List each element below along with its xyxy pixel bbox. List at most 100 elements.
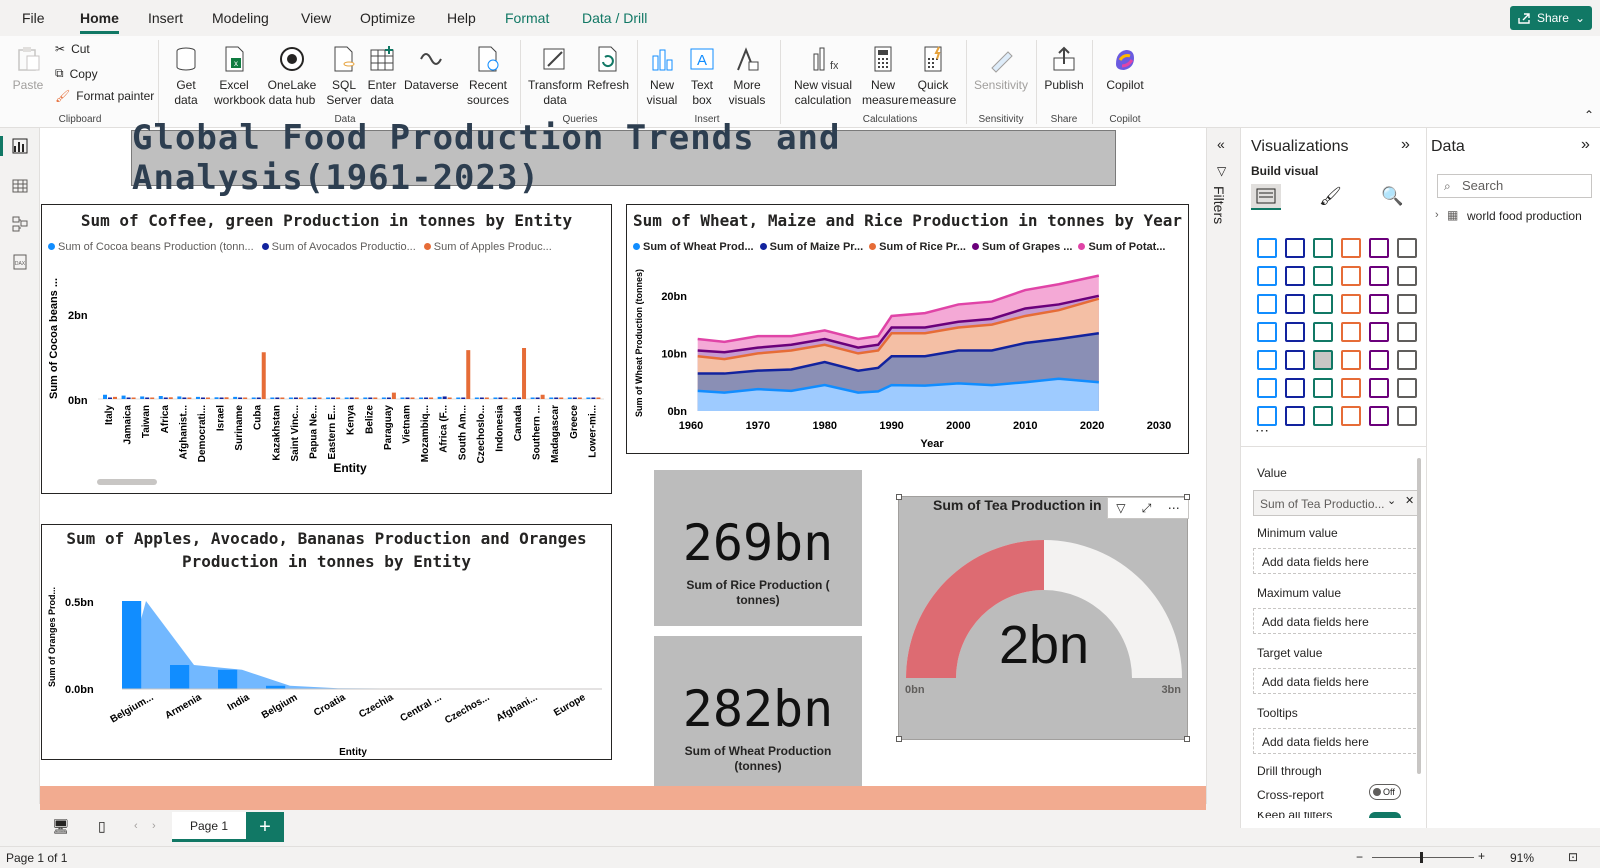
text-box-button[interactable]: A Text box — [686, 44, 718, 108]
legend-item[interactable]: Sum of Wheat Prod... — [633, 241, 754, 253]
bar[interactable] — [596, 397, 601, 400]
dax-query-view-icon[interactable]: DAX — [12, 254, 28, 270]
chevron-right-icon[interactable]: › — [1435, 209, 1439, 221]
bar[interactable] — [275, 397, 280, 400]
visual-type-icon[interactable] — [1313, 350, 1333, 370]
close-icon[interactable]: ✕ — [1405, 495, 1415, 507]
bar[interactable] — [363, 397, 368, 400]
bar[interactable] — [233, 396, 238, 399]
chevron-left-icon[interactable]: ‹ — [134, 820, 138, 832]
model-view-icon[interactable] — [12, 216, 28, 232]
bar[interactable] — [131, 397, 136, 400]
menu-format[interactable]: Format — [505, 10, 550, 26]
visual-type-icon[interactable] — [1313, 266, 1333, 286]
menu-view[interactable]: View — [301, 10, 332, 26]
menu-file[interactable]: File — [22, 10, 45, 26]
visual-type-icon[interactable] — [1257, 406, 1277, 426]
visual-type-icon[interactable] — [1369, 294, 1389, 314]
legend-item[interactable]: Sum of Cocoa beans Production (tonn... — [48, 241, 254, 253]
quick-measure-button[interactable]: Quick measure — [908, 44, 958, 108]
bar[interactable] — [163, 397, 168, 400]
resize-handle[interactable] — [896, 494, 902, 500]
value-well-field[interactable]: Sum of Tea Productio... — [1253, 490, 1421, 516]
menu-insert[interactable]: Insert — [148, 10, 184, 26]
bar[interactable] — [517, 397, 522, 400]
series-line[interactable] — [697, 377, 1099, 394]
onelake-button[interactable]: OneLake data hub — [266, 44, 318, 108]
apples-avocado-chart[interactable]: Sum of Apples, Avocado, Bananas Producti… — [41, 524, 612, 760]
bar[interactable] — [437, 396, 442, 399]
bar[interactable] — [224, 397, 229, 399]
bar[interactable] — [567, 397, 572, 400]
chevron-right-icon[interactable]: › — [152, 820, 156, 832]
bar[interactable] — [479, 397, 484, 400]
bar[interactable] — [103, 394, 107, 399]
zoom-out-icon[interactable]: − — [1356, 850, 1364, 864]
visual-type-icon[interactable] — [1313, 238, 1333, 258]
visual-type-icon[interactable] — [1369, 350, 1389, 370]
visual-type-icon[interactable] — [1257, 322, 1277, 342]
legend-item[interactable]: Sum of Grapes ... — [971, 241, 1072, 253]
bar[interactable] — [270, 397, 275, 400]
bar[interactable] — [256, 397, 261, 400]
horizontal-scrollbar[interactable] — [97, 479, 157, 485]
bar[interactable] — [293, 397, 298, 400]
bar[interactable] — [461, 397, 466, 400]
bar[interactable] — [251, 397, 256, 400]
visual-type-icon[interactable] — [1257, 294, 1277, 314]
new-visual-calculation-button[interactable]: fx New visual calculation — [790, 44, 856, 108]
visual-type-icon[interactable] — [1285, 378, 1305, 398]
bar[interactable] — [266, 685, 286, 689]
copilot-button[interactable]: Copilot — [1098, 44, 1152, 93]
bar[interactable] — [126, 397, 131, 400]
minimum-value-dropzone[interactable]: Add data fields here — [1253, 548, 1421, 574]
area-series[interactable] — [122, 601, 602, 689]
bar[interactable] — [474, 397, 479, 400]
share-button[interactable]: Share ⌄ — [1510, 6, 1592, 30]
bar[interactable] — [336, 397, 341, 400]
rice-production-card[interactable]: 269bn Sum of Rice Production ( tonnes) — [654, 470, 862, 626]
bar[interactable] — [200, 397, 205, 400]
bar[interactable] — [214, 397, 219, 399]
bar[interactable] — [187, 397, 192, 400]
legend-item[interactable]: Sum of Maize Pr... — [759, 241, 863, 253]
table-view-icon[interactable] — [12, 178, 28, 194]
visual-type-icon[interactable] — [1369, 266, 1389, 286]
bar[interactable] — [122, 601, 142, 689]
bar[interactable] — [572, 397, 577, 400]
fit-to-page-icon[interactable]: ⊡ — [1568, 850, 1579, 864]
dataverse-button[interactable]: Dataverse — [404, 44, 459, 93]
expand-icon[interactable]: » — [1581, 136, 1590, 153]
bar[interactable] — [493, 397, 498, 400]
chevron-down-icon[interactable]: ⌄ — [1387, 495, 1397, 507]
collapse-icon[interactable]: « — [1217, 136, 1225, 152]
visual-type-icon[interactable] — [1397, 378, 1417, 398]
visual-type-icon[interactable] — [1285, 406, 1305, 426]
bar[interactable] — [424, 397, 429, 400]
series-line[interactable] — [697, 274, 1100, 344]
recent-sources-button[interactable]: Recent sources — [464, 44, 512, 108]
bar[interactable] — [145, 397, 150, 400]
visual-type-icon[interactable] — [1341, 322, 1361, 342]
bar[interactable] — [410, 397, 415, 400]
bar[interactable] — [373, 397, 378, 400]
menu-modeling[interactable]: Modeling — [212, 10, 269, 26]
maximum-value-dropzone[interactable]: Add data fields here — [1253, 608, 1421, 634]
more-visuals-button[interactable]: More visuals — [724, 44, 770, 108]
visual-type-icon[interactable] — [1369, 238, 1389, 258]
bar[interactable] — [466, 350, 471, 399]
area-series[interactable] — [697, 378, 1099, 411]
visual-type-icon[interactable] — [1257, 238, 1277, 258]
refresh-button[interactable]: Refresh — [586, 44, 630, 93]
wheat-maize-rice-chart[interactable]: Sum of Wheat, Maize and Rice Production … — [626, 204, 1189, 454]
visual-type-icon[interactable] — [1341, 294, 1361, 314]
desktop-layout-icon[interactable]: 🖥 — [52, 818, 70, 834]
report-title-box[interactable]: Global Food Production Trends and Analys… — [131, 118, 1116, 198]
report-view-icon[interactable] — [12, 138, 28, 154]
copy-button[interactable]: ⧉ Copy — [55, 66, 98, 81]
visual-type-icon[interactable] — [1369, 322, 1389, 342]
visual-type-icon[interactable] — [1313, 294, 1333, 314]
bar[interactable] — [429, 397, 434, 400]
visual-type-icon[interactable] — [1285, 322, 1305, 342]
visual-type-icon[interactable] — [1341, 266, 1361, 286]
